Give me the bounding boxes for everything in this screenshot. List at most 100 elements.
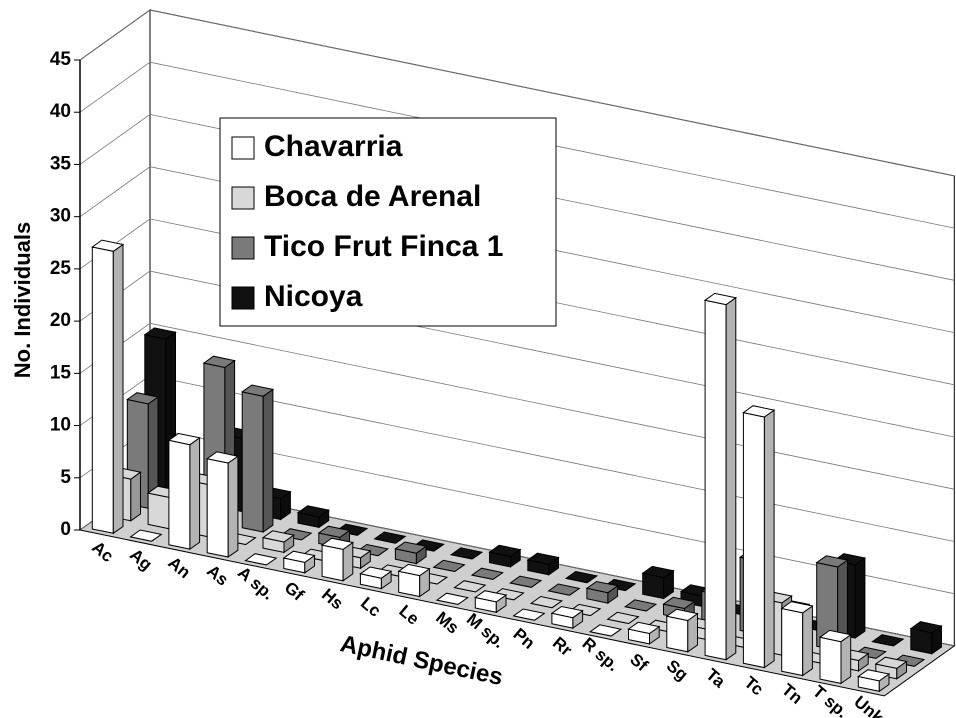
bar-top [435,592,469,605]
bar [780,601,814,677]
bar-top [359,566,393,579]
bar-top [742,405,776,418]
bar-front [704,299,727,661]
bar-top [126,392,160,405]
bar-side [189,436,201,551]
bar-top [91,239,125,252]
bar [282,550,316,574]
bar-top [394,541,428,554]
bar [564,570,599,584]
bar [296,505,330,529]
bar-top [909,621,943,634]
bar-top [606,611,640,625]
bar-top [815,555,849,568]
bar [244,553,278,566]
bar [547,583,581,596]
bar [488,544,522,568]
bar-top [282,550,316,563]
x-tick-label: Lc [357,593,384,620]
bar-top [373,531,407,544]
bar-front [91,246,114,534]
bar-top [320,537,355,550]
bar-side [130,471,141,522]
legend-swatch [231,286,255,310]
bar [909,621,943,655]
x-tick-label: As [203,561,232,590]
bar [512,608,546,621]
y-tick-label: 35 [50,153,72,174]
bar-top [453,580,487,593]
bar-side [854,557,866,639]
grid-line [79,9,955,177]
bar-front [321,544,344,582]
bar-side [227,455,239,558]
x-axis-title: Aphid Species [338,630,505,691]
bar-top [240,384,275,397]
bar-top [665,608,699,622]
grid-line [79,113,955,281]
bar-side [763,409,775,669]
bar-top [488,544,522,558]
bar-top [871,634,905,647]
bar [394,541,428,565]
bar-front [666,615,689,653]
x-tick-label: Tc [741,673,767,699]
bar [449,547,484,560]
bar-top [474,590,508,603]
bar [470,567,504,580]
bar-top [509,575,543,588]
legend-swatch [231,136,255,160]
y-tick-label: 5 [60,467,71,488]
x-tick-label: Rr [549,633,576,660]
bar-front [742,411,765,669]
bar-top [588,624,623,637]
bar-top [526,552,560,565]
bar [91,239,125,535]
bar [240,384,275,533]
bar-front [168,439,191,550]
x-tick-label: Ms [432,608,462,638]
bar-top [662,596,696,610]
grid-line [79,61,955,229]
bar-top [202,355,236,369]
bar [585,580,619,605]
bar [335,523,369,536]
bar-top [529,595,564,609]
legend-label: Tico Frut Finca 1 [264,230,504,263]
bar [665,608,699,653]
x-tick-label: Le [395,601,422,628]
bar-top [143,327,177,340]
y-tick-label: 0 [60,519,71,540]
bar-side [262,388,274,533]
bar-top [129,529,163,542]
bar [857,669,891,693]
y-axis-title: No. Individuals [10,222,35,378]
bar-top [167,432,201,446]
bar-top [449,547,484,560]
bar-top [818,629,852,643]
bar-top [564,570,599,584]
bar [129,529,163,542]
bar-top [780,601,814,614]
bar [474,590,508,614]
bar-top [641,565,675,579]
bar [874,656,908,680]
bar [742,405,776,669]
bar [509,575,543,588]
bar [373,531,407,544]
y-tick-label: 10 [50,415,71,436]
bar-top [623,599,658,612]
bar [815,555,849,652]
bar-front [206,458,229,558]
bar [261,530,295,554]
bar-top [317,525,351,538]
bar-top [261,530,295,543]
bar-side [802,605,813,677]
bar [550,605,584,630]
legend-label: Chavarria [264,130,403,163]
x-tick-label: Ac [88,537,117,566]
bar [529,595,564,609]
bar-top [512,608,546,621]
x-tick-label: Ta [702,665,729,692]
